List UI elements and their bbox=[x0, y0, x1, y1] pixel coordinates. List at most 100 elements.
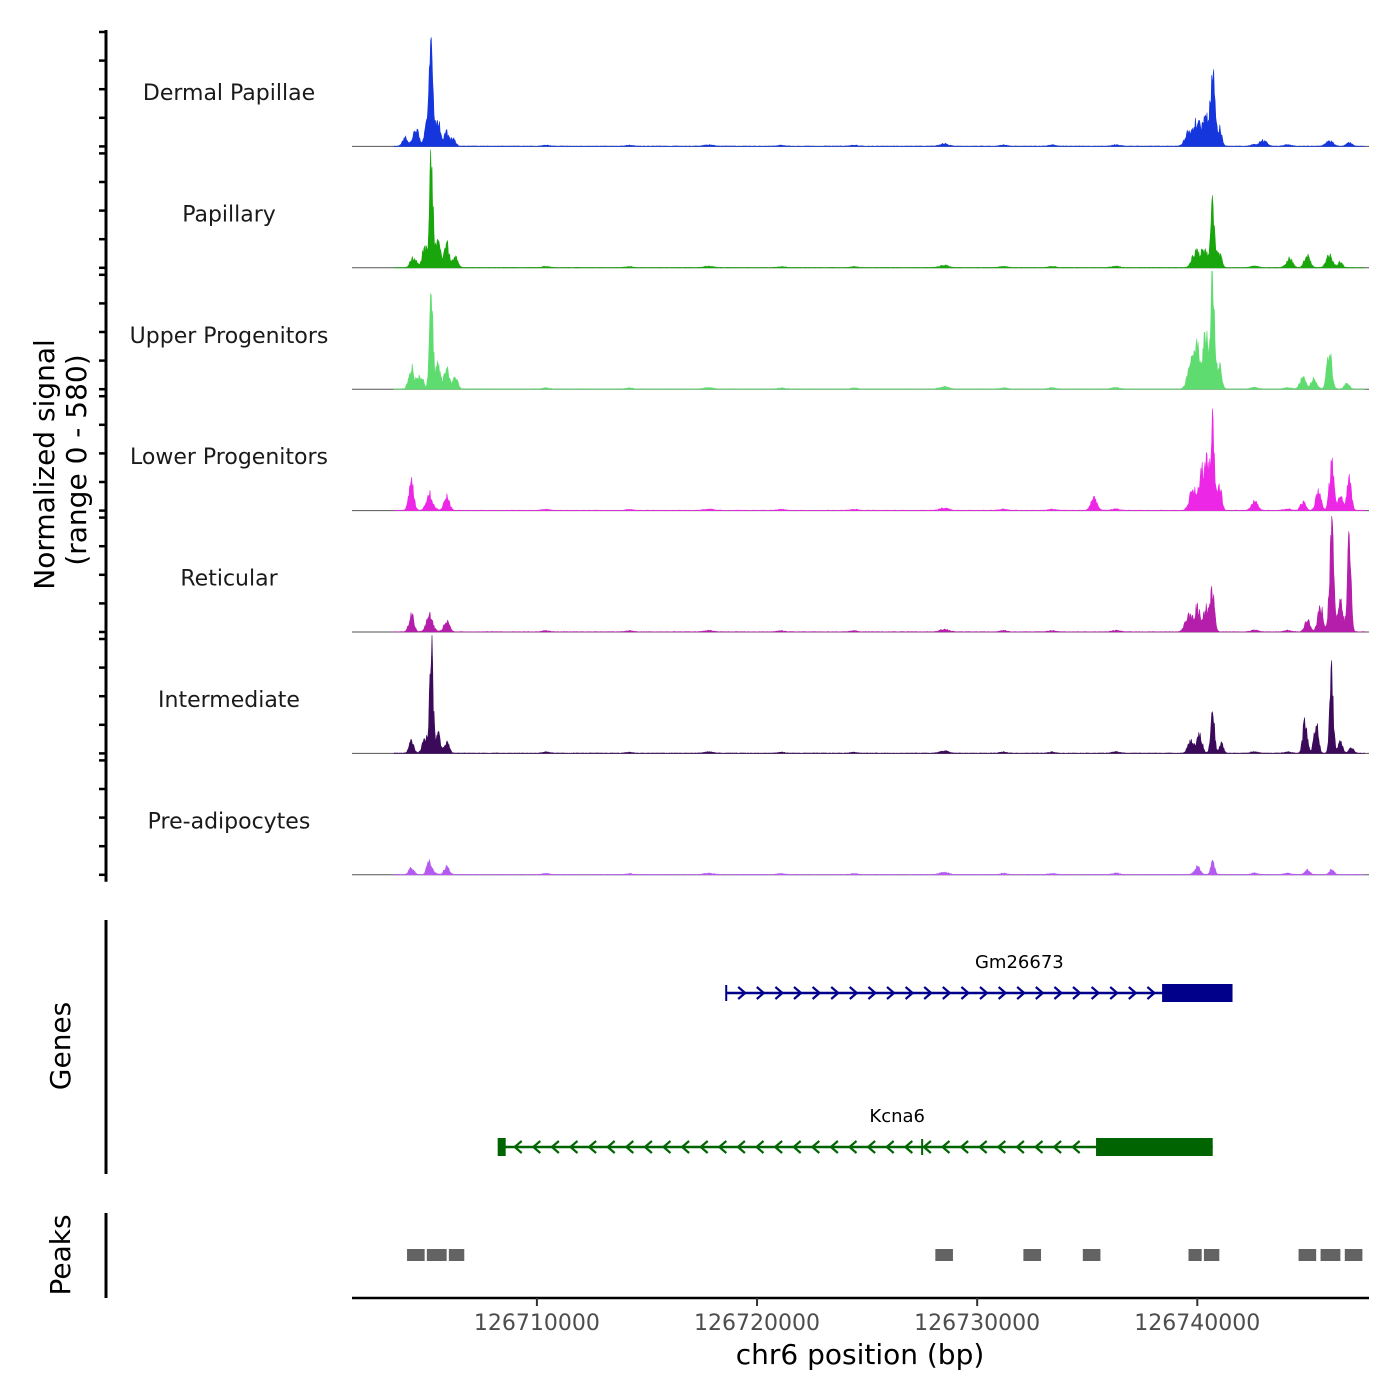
peaks-panel-title: Peaks bbox=[44, 1214, 77, 1295]
signal-track: Papillary bbox=[182, 149, 1369, 269]
strand-arrow bbox=[959, 1140, 969, 1154]
signal-track: Lower Progenitors bbox=[130, 408, 1369, 512]
strand-arrow bbox=[1071, 1140, 1081, 1154]
strand-arrow bbox=[1016, 986, 1026, 1000]
strand-arrow bbox=[847, 1140, 858, 1154]
strand-arrow bbox=[885, 1140, 895, 1154]
strand-arrow bbox=[1090, 986, 1101, 1000]
strand-arrow bbox=[866, 1140, 876, 1154]
strand-arrow bbox=[756, 986, 766, 1000]
signal-area bbox=[393, 408, 1365, 511]
peak-region bbox=[448, 1249, 465, 1261]
peak-region bbox=[407, 1249, 425, 1261]
signal-y-axis-ticks bbox=[99, 30, 106, 877]
strand-arrow bbox=[979, 986, 989, 1000]
strand-arrow bbox=[1109, 986, 1119, 1000]
signal-area bbox=[393, 859, 1365, 876]
track-label: Papillary bbox=[182, 202, 276, 227]
track-label: Upper Progenitors bbox=[130, 324, 329, 349]
strand-arrow bbox=[1128, 986, 1138, 1000]
strand-arrow bbox=[754, 1140, 765, 1154]
strand-arrow bbox=[830, 986, 840, 1000]
strand-arrow bbox=[513, 1140, 523, 1154]
signal-area bbox=[393, 37, 1365, 147]
strand-arrow bbox=[792, 1140, 802, 1154]
signal-track: Reticular bbox=[180, 516, 1369, 633]
strand-arrow bbox=[793, 986, 803, 1000]
strand-arrow bbox=[774, 986, 785, 1000]
signal-y-axis-title: Normalized signal (range 0 - 580) bbox=[28, 330, 93, 589]
strand-arrow bbox=[923, 986, 933, 1000]
x-axis-title: chr6 position (bp) bbox=[736, 1338, 985, 1371]
strand-arrow bbox=[568, 1140, 579, 1154]
x-axis-ticks: 126710000 126720000 126730000 126740000 bbox=[474, 1298, 1260, 1336]
signal-track: Intermediate bbox=[158, 635, 1369, 754]
strand-arrow bbox=[680, 1140, 690, 1154]
strand-arrow bbox=[661, 1140, 672, 1154]
signal-area bbox=[393, 516, 1365, 633]
x-tick-label: 126710000 bbox=[474, 1311, 600, 1336]
strand-arrow bbox=[736, 1140, 746, 1154]
track-label: Reticular bbox=[180, 567, 278, 592]
peak-regions bbox=[407, 1249, 1363, 1261]
strand-arrow bbox=[922, 1140, 932, 1154]
strand-arrow bbox=[624, 1140, 635, 1154]
gene-label: Gm26673 bbox=[975, 952, 1064, 973]
peak-region bbox=[1203, 1249, 1220, 1261]
strand-arrow bbox=[717, 1140, 728, 1154]
genes-panel-title: Genes bbox=[44, 1002, 77, 1090]
peak-region bbox=[1298, 1249, 1317, 1261]
peak-region bbox=[1023, 1249, 1042, 1261]
signal-tracks: Dermal Papillae Papillary Upper Progenitor… bbox=[130, 37, 1369, 876]
track-label: Dermal Papillae bbox=[143, 81, 315, 106]
strand-arrow bbox=[829, 1140, 839, 1154]
strand-arrow bbox=[1015, 1140, 1025, 1154]
strand-arrow bbox=[1052, 1140, 1062, 1154]
signal-track: Dermal Papillae bbox=[143, 37, 1369, 147]
track-label: Intermediate bbox=[158, 688, 300, 713]
strand-arrow bbox=[643, 1140, 653, 1154]
strand-arrow bbox=[903, 1140, 914, 1154]
strand-arrow bbox=[606, 1140, 616, 1154]
strand-arrow bbox=[587, 1140, 597, 1154]
signal-track: Pre-adipocytes bbox=[148, 809, 1369, 876]
x-tick-label: 126720000 bbox=[694, 1311, 820, 1336]
strand-arrow bbox=[1072, 986, 1082, 1000]
gene-coding-block bbox=[1162, 984, 1233, 1002]
strand-arrow bbox=[978, 1140, 988, 1154]
strand-arrow bbox=[550, 1140, 560, 1154]
signal-track: Upper Progenitors bbox=[130, 270, 1369, 390]
gene-exon bbox=[497, 1138, 506, 1156]
peak-region bbox=[1320, 1249, 1341, 1261]
gene-label: Kcna6 bbox=[869, 1106, 925, 1127]
track-label: Lower Progenitors bbox=[130, 445, 328, 470]
signal-area bbox=[393, 270, 1365, 390]
strand-arrow bbox=[996, 1140, 1007, 1154]
gene-coding-block bbox=[1096, 1138, 1213, 1156]
strand-arrow bbox=[1146, 986, 1157, 1000]
signal-area bbox=[393, 635, 1365, 754]
strand-arrow bbox=[849, 986, 859, 1000]
gene-annotations: Gm26673 Kcna6 bbox=[497, 952, 1233, 1156]
strand-arrow bbox=[942, 986, 952, 1000]
strand-arrow bbox=[940, 1140, 951, 1154]
signal-y-axis-title-line-2: (range 0 - 580) bbox=[60, 354, 93, 565]
peak-region bbox=[935, 1249, 953, 1261]
strand-arrow bbox=[811, 986, 822, 1000]
signal-area bbox=[393, 149, 1365, 269]
track-label: Pre-adipocytes bbox=[148, 809, 311, 834]
strand-arrow bbox=[997, 986, 1008, 1000]
peak-region bbox=[1188, 1249, 1202, 1261]
peak-region bbox=[1344, 1249, 1363, 1261]
signal-y-axis-title-line-1: Normalized signal bbox=[28, 339, 61, 590]
strand-arrow bbox=[810, 1140, 821, 1154]
strand-arrow bbox=[1035, 986, 1045, 1000]
strand-arrow bbox=[960, 986, 971, 1000]
strand-arrow bbox=[886, 986, 896, 1000]
strand-arrow bbox=[904, 986, 915, 1000]
gene-model: Kcna6 bbox=[497, 1106, 1213, 1156]
peak-region bbox=[426, 1249, 447, 1261]
strand-arrow bbox=[773, 1140, 783, 1154]
strand-arrow bbox=[1033, 1140, 1044, 1154]
